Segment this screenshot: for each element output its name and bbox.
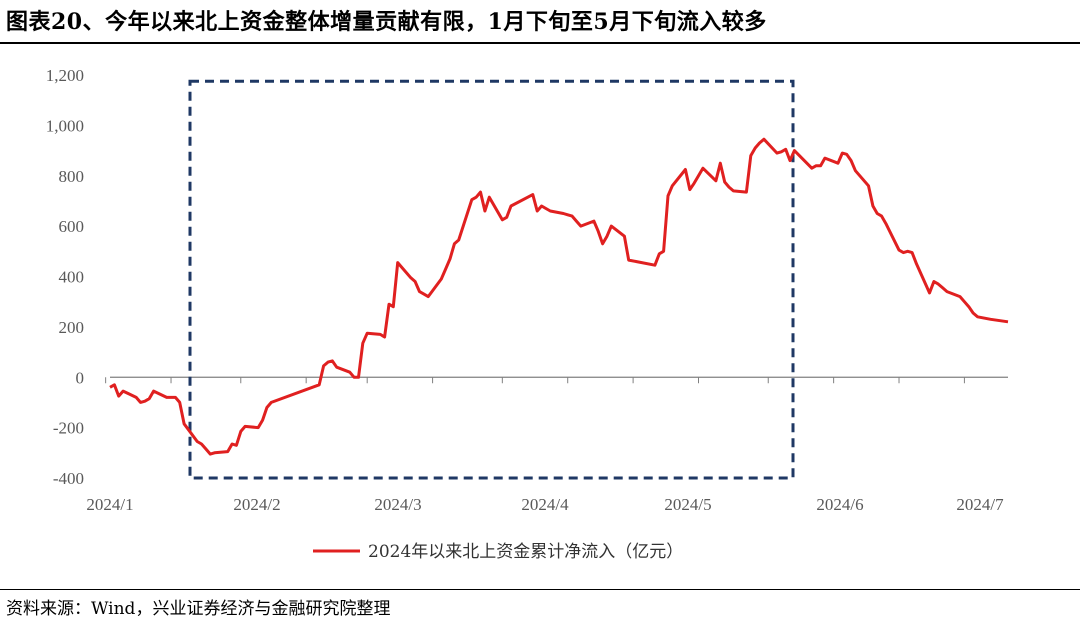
source-rule [0,589,1080,590]
x-axis-tickmarks [105,377,965,384]
highlight-box [188,79,795,480]
x-tick-label: 2024/3 [374,495,421,514]
y-axis: -400 -200 0 200 400 600 800 1,000 1,200 [46,66,84,488]
y-tick-label: -200 [53,419,84,438]
series-line [109,137,1009,456]
y-tick-label: 800 [59,167,85,186]
y-tick-label: 1,200 [46,66,84,85]
y-tick-label: 0 [76,368,85,387]
x-tick-label: 2024/1 [86,495,133,514]
title-rule [0,42,1080,44]
y-tick-label: 600 [59,217,85,236]
x-tick-label: 2024/7 [956,495,1004,514]
y-tick-label: 1,000 [46,116,84,135]
source-note: 资料来源：Wind，兴业证券经济与金融研究院整理 [6,599,391,619]
x-tick-label: 2024/2 [233,495,280,514]
y-tick-label: 400 [59,268,85,287]
y-tick-label: 200 [59,318,85,337]
figure-title: 图表20、今年以来北上资金整体增量贡献有限，1月下旬至5月下旬流入较多 [6,9,767,35]
x-tick-label: 2024/6 [816,495,863,514]
y-tick-label: -400 [53,469,84,488]
x-tick-label: 2024/4 [521,495,569,514]
x-axis: 2024/1 2024/2 2024/3 2024/4 2024/5 2024/6 2024… [86,495,1004,514]
legend-label: 2024年以来北上资金累计净流入（亿元） [368,542,683,562]
x-tick-label: 2024/5 [664,495,711,514]
legend: 2024年以来北上资金累计净流入（亿元） [313,542,683,562]
